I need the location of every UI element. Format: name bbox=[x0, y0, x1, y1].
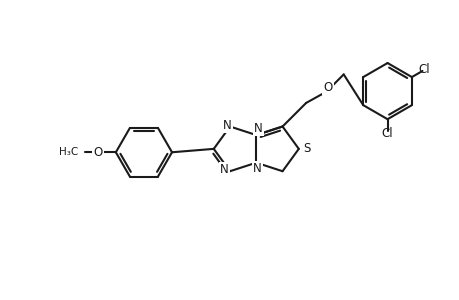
Text: H₃C: H₃C bbox=[59, 147, 78, 157]
Text: S: S bbox=[302, 142, 309, 155]
Text: Cl: Cl bbox=[381, 127, 392, 140]
Text: N: N bbox=[254, 122, 263, 135]
Text: O: O bbox=[93, 146, 102, 159]
Text: N: N bbox=[220, 164, 229, 176]
Text: Cl: Cl bbox=[418, 63, 429, 76]
Text: N: N bbox=[252, 162, 261, 175]
Text: O: O bbox=[323, 81, 332, 94]
Text: N: N bbox=[223, 119, 232, 132]
